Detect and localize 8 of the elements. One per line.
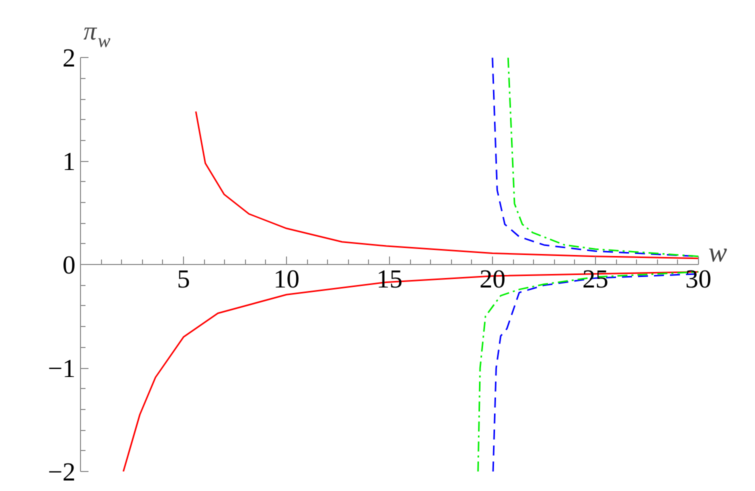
x-tick-label: 10: [273, 264, 300, 294]
y-tick-label: 1: [62, 147, 76, 176]
line-series: [195, 110, 700, 260]
y-tick-label: −2: [48, 458, 76, 486]
y-tick-label: 2: [62, 44, 76, 73]
x-tick-label: 5: [176, 264, 190, 294]
y-tick-label: −1: [48, 354, 76, 384]
y-tick-label: 0: [62, 250, 76, 280]
